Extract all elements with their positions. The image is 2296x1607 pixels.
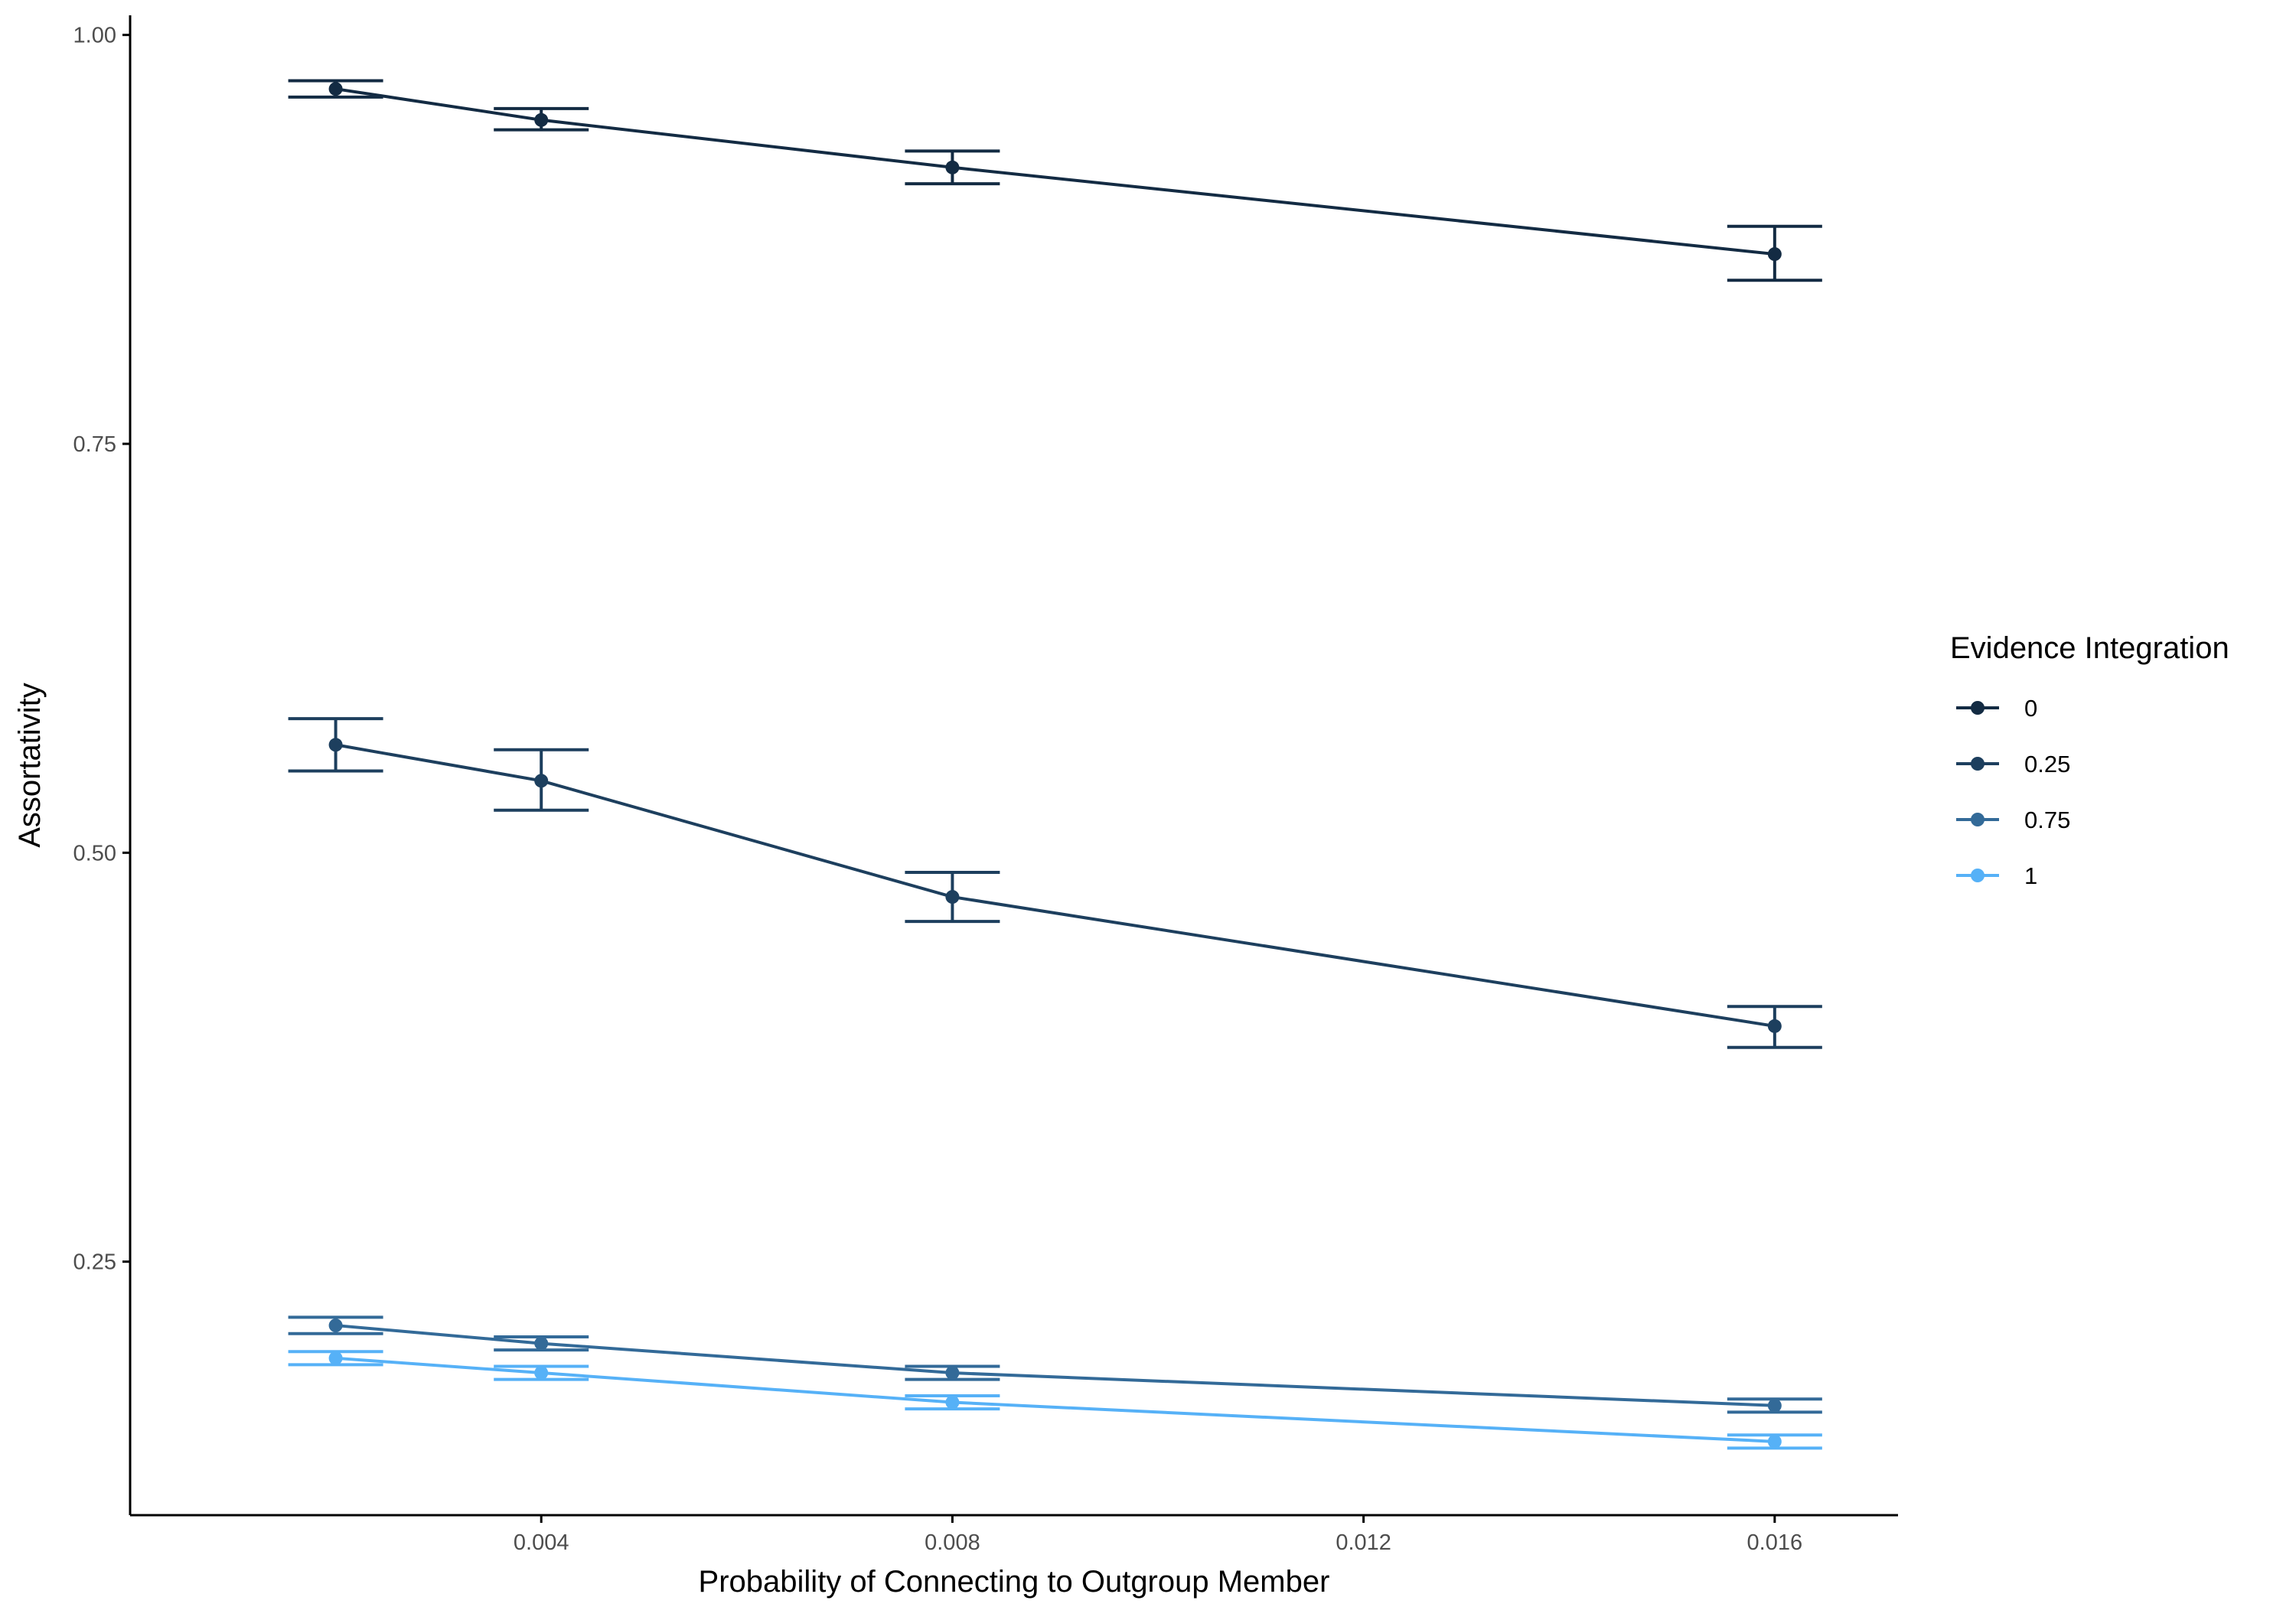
data-point (1767, 1398, 1782, 1413)
data-point (328, 1351, 343, 1365)
series-0.75 (288, 1315, 1822, 1414)
data-point (945, 1395, 960, 1410)
data-point (534, 1336, 549, 1351)
x-tick-label: 0.012 (1336, 1530, 1391, 1555)
data-point (1767, 247, 1782, 262)
x-tick-label: 0.004 (514, 1530, 569, 1555)
y-axis-title: Assortativity (13, 683, 47, 848)
data-point (534, 774, 549, 788)
legend-label: 0 (2024, 695, 2037, 722)
y-tick-label: 0.50 (73, 841, 116, 865)
legend-label: 0.25 (2024, 751, 2070, 777)
series-line (335, 1356, 1775, 1443)
axes-layer: 0.25 0.50 0.75 1.00 0.004 0.008 0.012 0.016 (73, 15, 1898, 1555)
legend-label: 0.75 (2024, 807, 2070, 833)
data-point (945, 160, 960, 174)
data-point (534, 1366, 549, 1380)
legend: Evidence Integration 0 0.25 0.75 1 (1950, 631, 2229, 889)
data-point (1767, 1434, 1782, 1449)
legend-key-point (1971, 813, 1985, 826)
legend-label: 1 (2024, 862, 2037, 889)
legend-items: 0 0.25 0.75 1 (1956, 695, 2070, 889)
series-1 (288, 1350, 1822, 1450)
legend-item: 1 (1956, 862, 2037, 889)
y-tick-label: 0.25 (73, 1250, 116, 1275)
data-point (534, 112, 549, 127)
legend-key-point (1971, 757, 1985, 771)
series-0 (288, 79, 1822, 282)
data-point (1767, 1019, 1782, 1033)
series-line (335, 1324, 1775, 1407)
series-0.25 (288, 717, 1822, 1049)
legend-title: Evidence Integration (1950, 631, 2229, 665)
x-tick-label: 0.016 (1747, 1530, 1803, 1555)
series-layer (288, 79, 1822, 1450)
x-axis-title: Probability of Connecting to Outgroup Me… (699, 1565, 1330, 1599)
data-point (945, 1366, 960, 1380)
y-tick-label: 1.00 (73, 24, 116, 48)
series-line (335, 87, 1776, 256)
legend-key-point (1971, 869, 1985, 882)
y-tick-label: 0.75 (73, 432, 116, 457)
data-point (328, 1319, 343, 1333)
data-point (328, 82, 343, 96)
data-point (328, 738, 343, 752)
legend-item: 0 (1956, 695, 2037, 722)
legend-item: 0.75 (1956, 807, 2070, 833)
legend-key-point (1971, 701, 1985, 715)
series-line (335, 743, 1776, 1028)
x-tick-label: 0.008 (925, 1530, 980, 1555)
data-point (945, 890, 960, 905)
legend-item: 0.25 (1956, 751, 2070, 777)
